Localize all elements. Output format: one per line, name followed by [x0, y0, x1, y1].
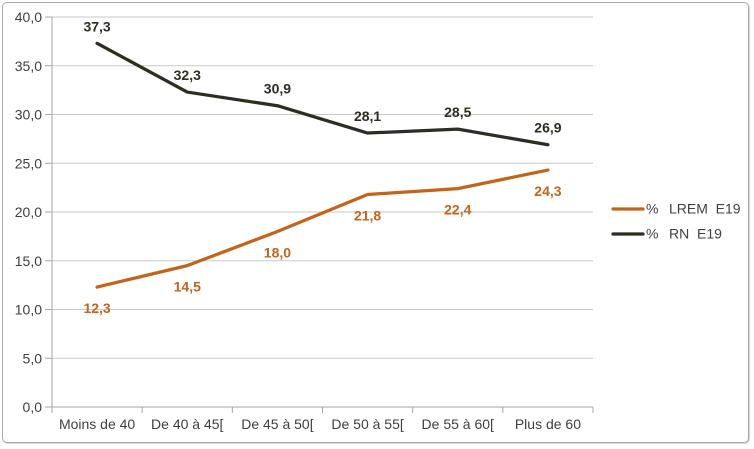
y-tick-label: 35,0: [15, 58, 42, 74]
legend-label-lrem-e19: LREM E19: [669, 201, 741, 217]
x-category-label: De 50 à 55[: [331, 416, 403, 432]
series-line-rn-e19: [95, 41, 550, 147]
y-tick-label: 30,0: [15, 107, 42, 123]
data-label-lrem-e19: 14,5: [174, 279, 201, 295]
y-tick-label: 10,0: [15, 302, 42, 318]
data-label-lrem-e19: 21,8: [354, 207, 381, 223]
x-category-label: De 55 à 60[: [422, 416, 494, 432]
data-label-rn-e19: 37,3: [83, 18, 110, 34]
series-line-lrem-e19: [95, 168, 550, 289]
data-label-lrem-e19: 24,3: [534, 183, 561, 199]
x-category-label: Moins de 40: [59, 416, 135, 432]
y-tick-label: 40,0: [15, 9, 42, 25]
x-category-label: Plus de 60: [515, 416, 581, 432]
data-label-rn-e19: 32,3: [174, 67, 201, 83]
data-label-lrem-e19: 22,4: [444, 202, 471, 218]
y-tick-label: 20,0: [15, 204, 42, 220]
data-label-lrem-e19: 18,0: [264, 245, 291, 261]
data-label-rn-e19: 28,5: [444, 104, 471, 120]
legend-prefix-rn-e19: %: [646, 226, 658, 242]
y-tick-label: 15,0: [15, 253, 42, 269]
y-tick-label: 25,0: [15, 155, 42, 171]
data-label-lrem-e19: 12,3: [83, 300, 110, 316]
x-category-label: De 40 à 45[: [151, 416, 223, 432]
x-category-label: De 45 à 50[: [241, 416, 313, 432]
y-tick-label: 0,0: [23, 399, 43, 415]
data-label-rn-e19: 26,9: [534, 120, 561, 136]
legend-label-rn-e19: RN E19: [669, 226, 722, 242]
y-tick-label: 5,0: [23, 350, 43, 366]
data-label-rn-e19: 30,9: [264, 81, 291, 97]
data-label-rn-e19: 28,1: [354, 108, 381, 124]
legend-prefix-lrem-e19: %: [646, 201, 658, 217]
chart-frame: [2, 2, 749, 443]
